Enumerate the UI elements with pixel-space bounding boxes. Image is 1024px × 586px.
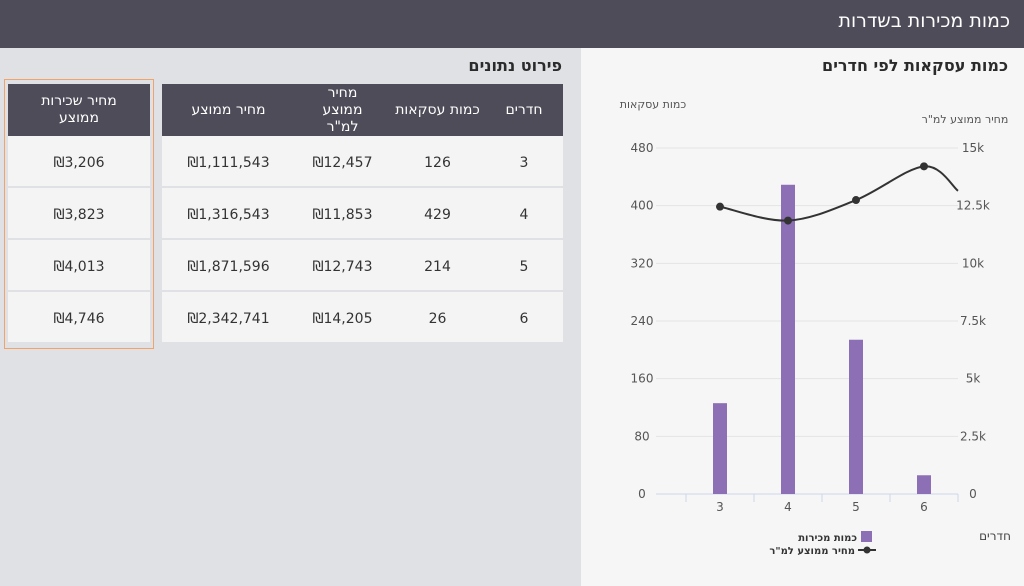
cell-price-sqm: ₪14,205 [312,311,373,327]
chart-title: כמות עסקאות לפי חדרים [822,56,1008,75]
data-table: חדרים כמות עסקאות מחיר ממוצע למ"ר מחיר מ… [162,84,563,344]
page-header: כמות מכירות בשדרות [0,0,1024,48]
cell-avg-rent: ₪4,013 [53,259,105,275]
page-title: כמות מכירות בשדרות [838,10,1011,32]
table-row: 4 429 ₪11,853 ₪1,316,543 [162,190,563,240]
bar [713,403,727,494]
x-tick-label: 5 [852,500,860,514]
cell-avg-price: ₪1,871,596 [187,259,270,275]
bar [781,184,795,494]
y-left-tick-label: 240 [631,314,654,328]
cell-avg-rent: ₪3,206 [53,155,105,171]
cell-rooms: 4 [519,207,529,223]
cell-rooms: 3 [519,155,529,171]
cell-price-sqm: ₪12,743 [312,259,373,275]
y-left-tick-label: 160 [631,372,654,386]
col-header-rooms[interactable]: חדרים [505,101,543,118]
cell-avg-rent: ₪3,823 [53,207,105,223]
y-right-tick-label: 2.5k [960,429,986,443]
cell-deals: 26 [428,311,447,327]
col-header-deals[interactable]: כמות עסקאות [395,101,480,118]
series-line [719,165,959,222]
line-point [852,196,860,205]
y-left-axis-label: כמות עסקאות [620,98,687,111]
table-title: פירוט נתונים [468,56,562,75]
cell-rooms: 6 [519,311,529,327]
x-tick-label: 4 [784,500,792,514]
table-row: 5 214 ₪12,743 ₪1,871,596 [162,242,563,292]
line-point [716,202,724,211]
x-tick-label: 6 [920,500,928,514]
cell-price-sqm: ₪12,457 [312,155,373,171]
cell-deals: 429 [424,207,451,223]
y-right-tick-label: 0 [969,487,977,501]
y-right-tick-label: 12.5k [956,199,990,213]
cell-avg-price: ₪1,316,543 [187,207,270,223]
y-left-tick-label: 400 [631,199,654,213]
y-left-tick-label: 80 [634,429,649,443]
y-right-axis-label: מחיר ממוצע למ"ר [922,113,1009,126]
x-tick-label: 3 [716,500,724,514]
cell-avg-price: ₪2,342,741 [187,311,270,327]
y-right-tick-label: 5k [966,372,981,386]
table-header: חדרים כמות עסקאות מחיר ממוצע למ"ר מחיר מ… [162,84,563,136]
col-header-price-sqm[interactable]: מחיר ממוצע למ"ר [322,84,363,135]
table-row: 3 126 ₪12,457 ₪1,111,543 [162,138,563,188]
y-left-tick-label: 320 [631,256,654,270]
y-right-tick-label: 7.5k [960,314,986,328]
legend-label-bar: כמות מכירות [798,533,857,544]
line-point [784,216,792,225]
cell-deals: 126 [424,155,451,171]
cell-avg-rent: ₪4,746 [53,311,105,327]
bar [917,475,931,494]
line-point [920,162,928,171]
rent-table: מחיר שכירות ממוצע ₪3,206 ₪3,823 ₪4,013 ₪… [8,84,150,344]
cell-deals: 214 [424,259,451,275]
y-right-tick-label: 10k [962,256,984,270]
combo-chart: כמות עסקאות מחיר ממוצע למ"ר 0 0 80 2.5k 160 5k 2… [620,98,1011,557]
cell-avg-price: ₪1,111,543 [187,155,270,171]
y-left-tick-label: 480 [631,141,654,155]
cell-price-sqm: ₪11,853 [312,207,373,223]
y-left-tick-label: 0 [638,487,646,501]
table-row: ₪4,013 [8,242,150,292]
legend-swatch-bar [861,531,872,542]
highlight-frame [4,79,154,349]
y-right-tick-label: 15k [962,141,984,155]
legend-label-line: מחיר ממוצע למ"ר [769,546,855,557]
table-row: ₪3,206 [8,138,150,188]
table-row: 6 26 ₪14,205 ₪2,342,741 [162,294,563,344]
x-axis-label: חדרים [979,529,1011,543]
chart-panel: כמות עסקאות לפי חדרים כמות עסקאות מחיר ממ… [581,48,1024,586]
rent-table-header: מחיר שכירות ממוצע [8,84,150,136]
cell-rooms: 5 [519,259,529,275]
bar [849,339,863,494]
legend-swatch-line-marker [863,546,871,554]
col-header-avg-rent[interactable]: מחיר שכירות ממוצע [41,93,117,126]
table-row: ₪4,746 [8,294,150,344]
table-row: ₪3,823 [8,190,150,240]
col-header-avg-price[interactable]: מחיר ממוצע [191,101,266,118]
